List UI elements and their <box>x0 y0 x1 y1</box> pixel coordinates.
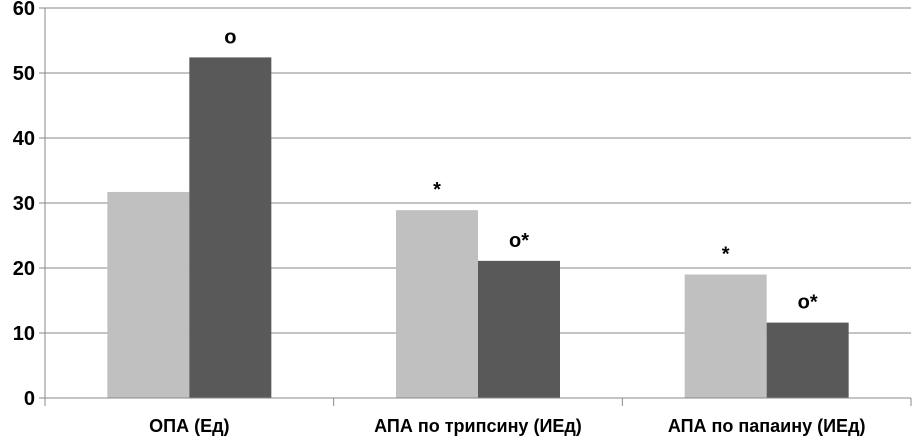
bar-annotation-series-2-cat-1: o <box>224 26 236 48</box>
bars <box>107 57 849 399</box>
bar-series-1-cat-3 <box>684 274 767 398</box>
bar-annotation-series-2-cat-2: o* <box>509 230 529 252</box>
y-tick-label-20: 20 <box>13 258 35 280</box>
y-tick-label-30: 30 <box>13 193 35 215</box>
bar-annotations: * * o o* o* <box>224 26 818 313</box>
bar-series-1-cat-2 <box>396 210 478 398</box>
bar-series-2-cat-1 <box>189 57 272 399</box>
y-tick-label-0: 0 <box>24 388 35 410</box>
x-category-label-3: АПА по папаину (ИЕд) <box>668 416 866 436</box>
y-tick-label-50: 50 <box>13 63 35 85</box>
y-tick-label-10: 10 <box>13 323 35 345</box>
bar-annotation-series-2-cat-3: o* <box>798 292 818 314</box>
bar-series-2-cat-2 <box>478 260 560 398</box>
bar-series-1-cat-1 <box>107 191 190 398</box>
y-tick-label-60: 60 <box>13 0 35 20</box>
bar-series-2-cat-3 <box>766 322 849 398</box>
x-category-label-1: ОПА (Ед) <box>149 416 229 436</box>
y-axis-tick-labels: 0 10 20 30 40 50 60 <box>13 0 35 410</box>
bar-annotation-series-1-cat-3: * <box>722 244 730 266</box>
y-tick-label-40: 40 <box>13 128 35 150</box>
x-axis-category-labels: ОПА (Ед) АПА по трипсину (ИЕд) АПА по папа… <box>149 416 865 436</box>
axes <box>39 7 912 406</box>
bar-annotation-series-1-cat-2: * <box>433 179 441 201</box>
x-category-label-2: АПА по трипсину (ИЕд) <box>374 416 582 436</box>
